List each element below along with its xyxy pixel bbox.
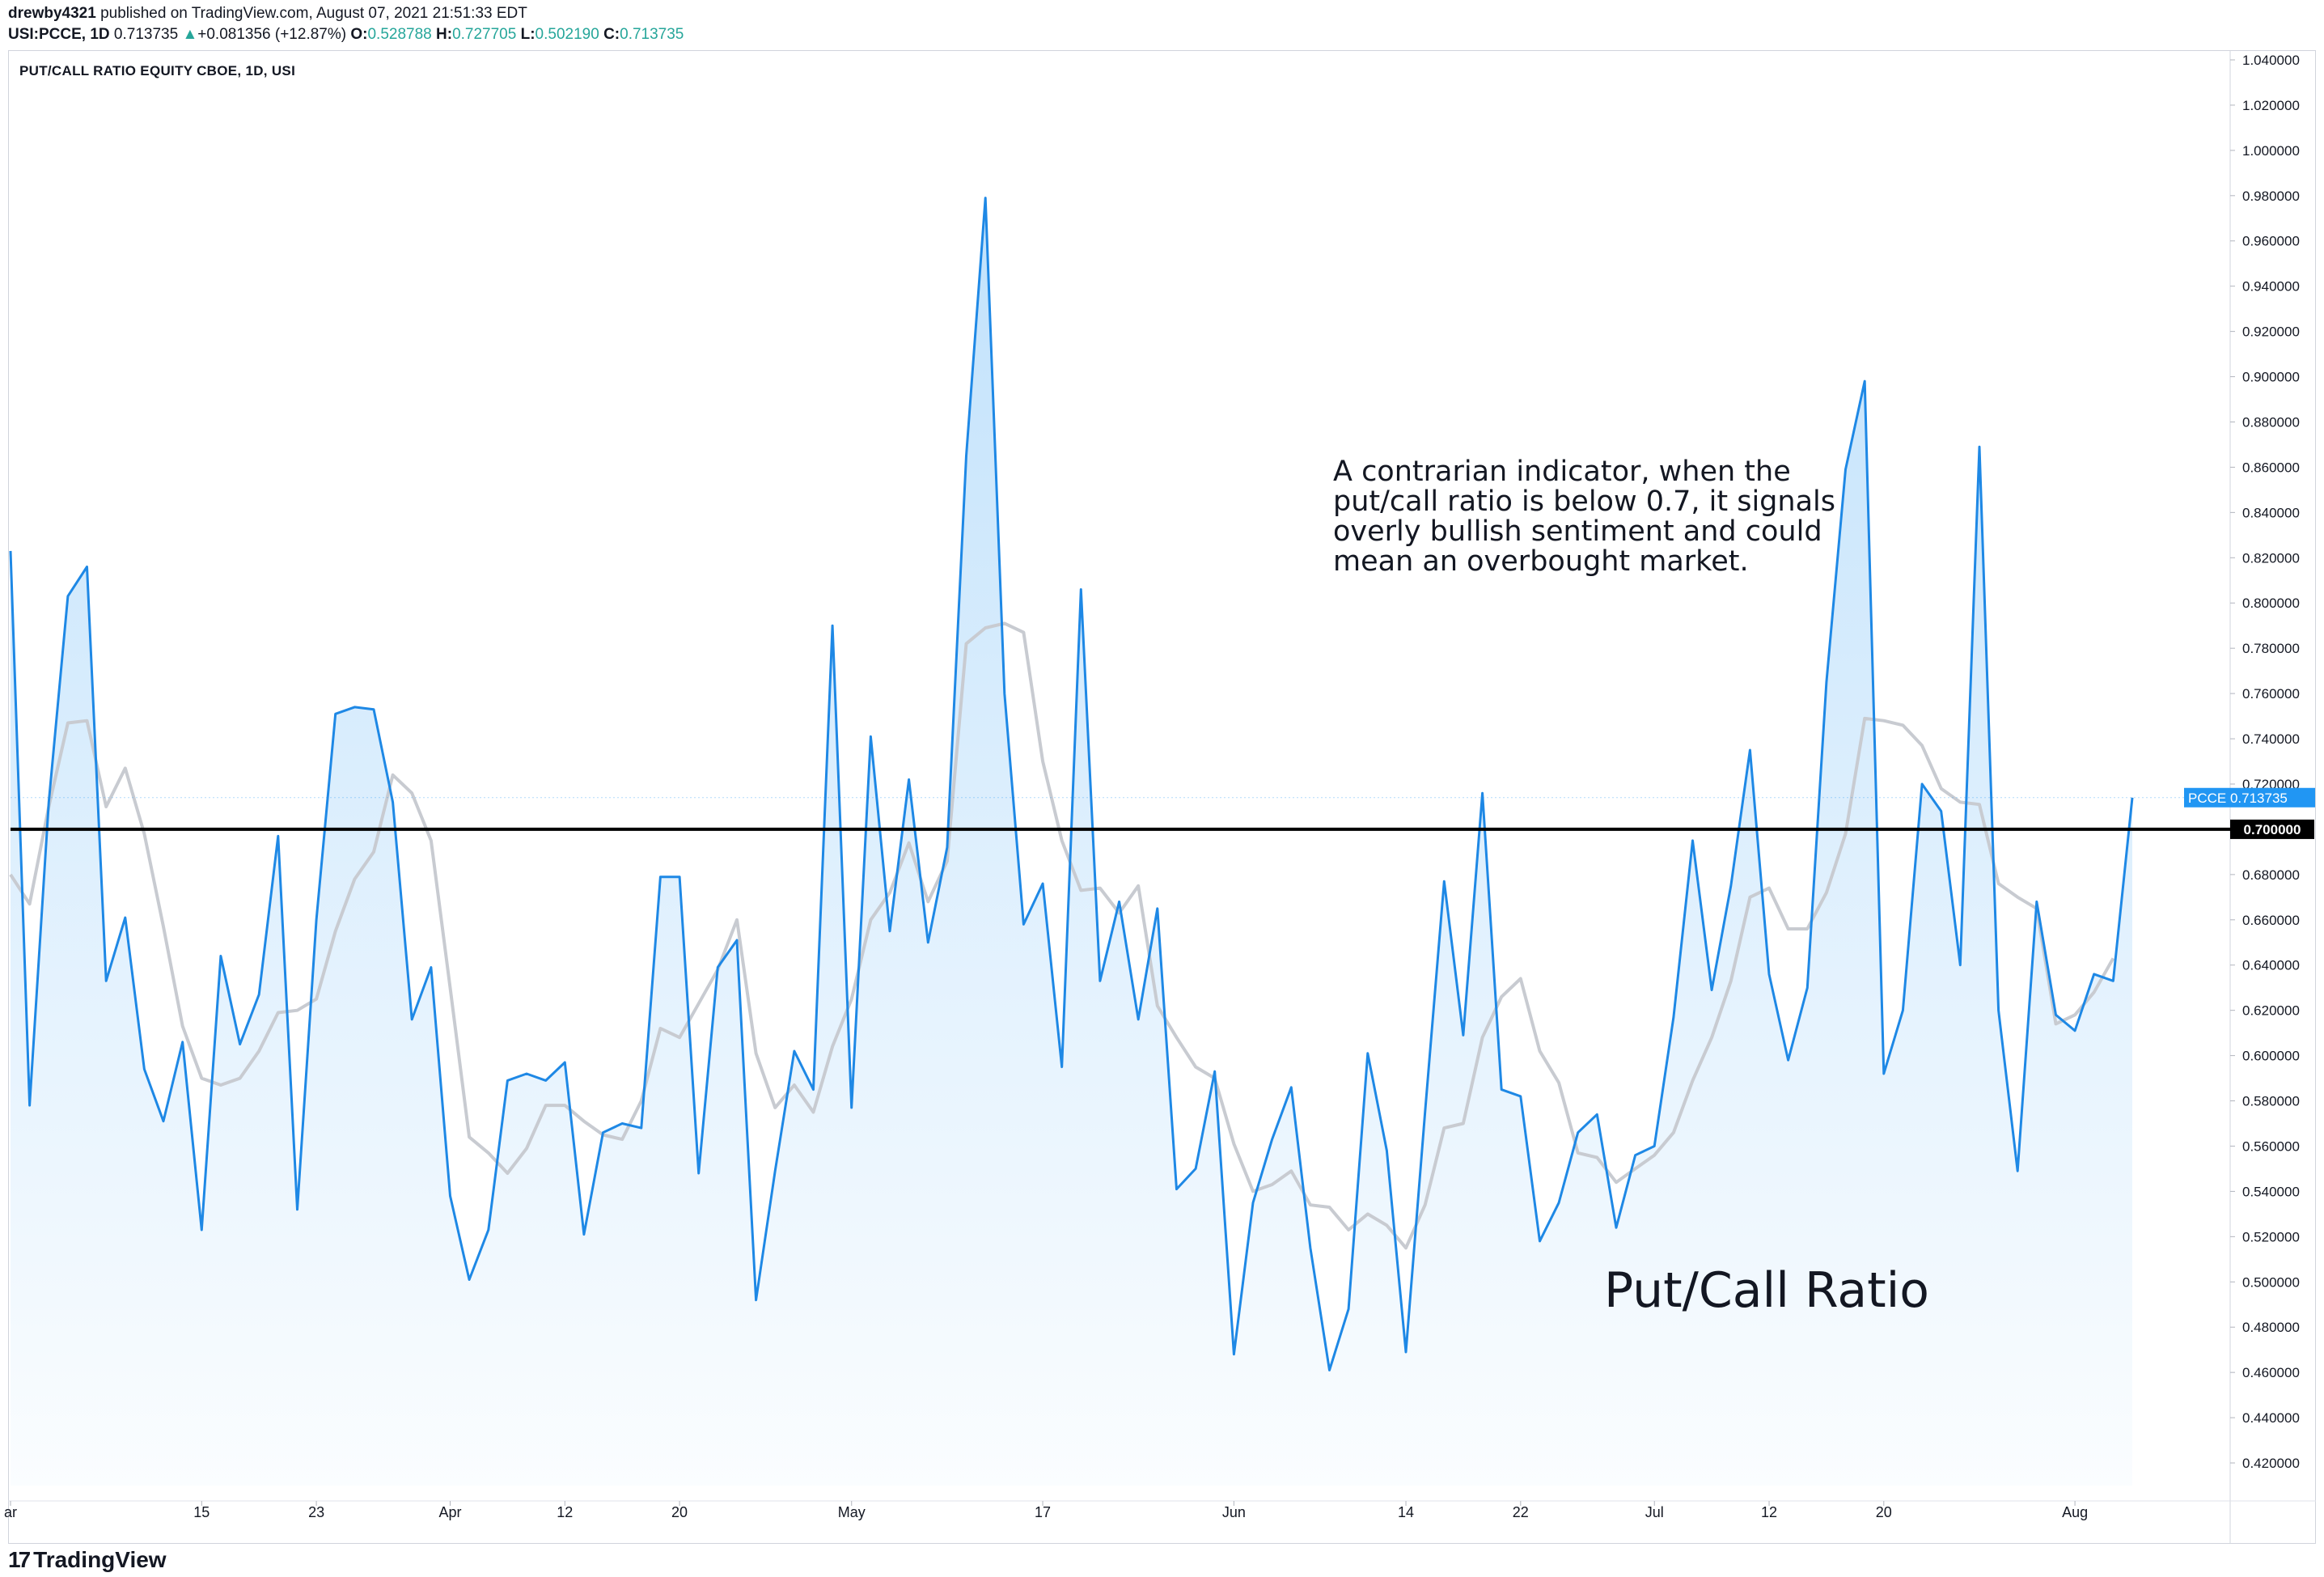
high-label: H:	[436, 26, 453, 43]
x-tick-label: Aug	[2062, 1504, 2088, 1520]
tradingview-logo-icon: 17	[8, 1547, 31, 1572]
y-tick-label: 0.580000	[2242, 1094, 2300, 1109]
y-tick-label: 0.900000	[2242, 370, 2300, 385]
x-tick-label: 12	[557, 1504, 573, 1520]
y-tick-label: 0.620000	[2242, 1003, 2300, 1019]
y-tick-label: 0.480000	[2242, 1320, 2300, 1335]
x-tick-label: 22	[1513, 1504, 1529, 1520]
y-tick-label: 0.960000	[2242, 234, 2300, 249]
y-tick-label: 1.000000	[2242, 143, 2300, 159]
ref-price-value: 0.700000	[2244, 822, 2301, 837]
open-label: O:	[350, 26, 368, 43]
y-tick-label: 1.020000	[2242, 98, 2300, 113]
y-tick-label: 0.600000	[2242, 1049, 2300, 1064]
y-tick-label: 0.860000	[2242, 460, 2300, 475]
author-name[interactable]: drewby4321	[8, 5, 96, 22]
footer: 17 TradingView	[8, 1544, 2316, 1577]
x-tick-label: May	[838, 1504, 866, 1520]
x-tick-label: 15	[193, 1504, 210, 1520]
y-tick-label: 0.820000	[2242, 550, 2300, 566]
y-tick-label: 0.800000	[2242, 596, 2300, 611]
y-tick-label: 0.500000	[2242, 1274, 2300, 1290]
open-value: 0.528788	[367, 26, 432, 43]
symbol-label[interactable]: USI:PCCE, 1D	[8, 26, 110, 43]
close-value: 0.713735	[620, 26, 684, 43]
y-tick-label: 0.760000	[2242, 686, 2300, 702]
y-tick-label: 0.740000	[2242, 731, 2300, 747]
ohlc-legend: USI:PCCE, 1D 0.713735 ▲+0.081356 (+12.87…	[8, 24, 684, 45]
publish-info: drewby4321 published on TradingView.com,…	[8, 3, 527, 24]
x-tick-label: Jul	[1645, 1504, 1664, 1520]
y-tick-label: 0.840000	[2242, 505, 2300, 520]
x-tick-label: 17	[1035, 1504, 1051, 1520]
y-tick-label: 0.520000	[2242, 1229, 2300, 1244]
x-tick-label: Apr	[438, 1504, 461, 1520]
publish-text: published on TradingView.com, August 07,…	[100, 5, 527, 22]
pcce-price-label: PCCE 0.713735	[2188, 791, 2288, 806]
x-tick-label: 12	[1761, 1504, 1777, 1520]
x-tick-label: 14	[1398, 1504, 1414, 1520]
annotation-note[interactable]: A contrarian indicator, when the put/cal…	[1333, 456, 1835, 578]
x-tick-label: 23	[308, 1504, 324, 1520]
change-arrow-icon: ▲	[182, 26, 198, 43]
y-tick-label: 0.980000	[2242, 189, 2300, 204]
chart-pane[interactable]	[8, 50, 2316, 1544]
y-tick-label: 0.420000	[2242, 1456, 2300, 1471]
tradingview-logo[interactable]: 17 TradingView	[8, 1547, 167, 1573]
low-label: L:	[520, 26, 535, 43]
y-tick-label: 0.440000	[2242, 1410, 2300, 1426]
y-tick-label: 0.680000	[2242, 867, 2300, 883]
x-tick-label: 20	[1876, 1504, 1892, 1520]
y-tick-label: 0.640000	[2242, 958, 2300, 973]
pcce-price-tag	[2184, 787, 2315, 808]
ref-price-tag	[2230, 819, 2314, 839]
change-value: +0.081356 (+12.87%)	[197, 26, 347, 43]
last-value: 0.713735	[113, 26, 179, 43]
y-tick-label: 0.560000	[2242, 1138, 2300, 1154]
y-tick-label: 0.780000	[2242, 641, 2300, 656]
y-tick-label: 0.540000	[2242, 1184, 2300, 1199]
y-tick-label: 0.940000	[2242, 279, 2300, 295]
y-tick-label: 0.660000	[2242, 913, 2300, 928]
pane-title: PUT/CALL RATIO EQUITY CBOE, 1D, USI	[19, 63, 296, 78]
close-label: C:	[603, 26, 620, 43]
annotation-label[interactable]: Put/Call Ratio	[1604, 1262, 1930, 1319]
x-tick-label: 20	[671, 1504, 688, 1520]
logo-text: TradingView	[33, 1547, 167, 1572]
y-tick-label: 0.880000	[2242, 414, 2300, 430]
x-tick-label: ar	[4, 1504, 17, 1520]
y-tick-label: 0.920000	[2242, 324, 2300, 340]
low-value: 0.502190	[535, 26, 599, 43]
high-value: 0.727705	[452, 26, 517, 43]
x-tick-label: Jun	[1222, 1504, 1246, 1520]
y-tick-label: 0.460000	[2242, 1365, 2300, 1380]
y-tick-label: 1.040000	[2242, 53, 2300, 68]
